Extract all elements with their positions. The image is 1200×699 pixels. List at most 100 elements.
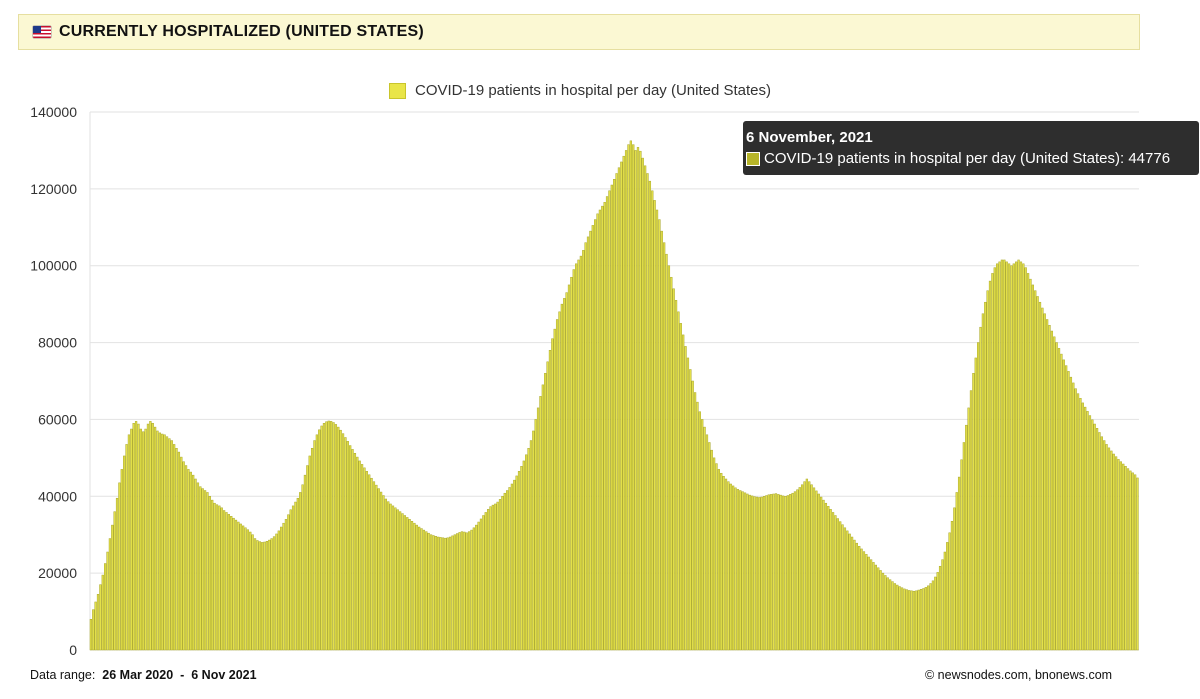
bar[interactable] xyxy=(903,588,906,651)
bar[interactable] xyxy=(850,536,854,651)
bar[interactable] xyxy=(836,518,839,651)
bar[interactable] xyxy=(372,481,376,651)
bar[interactable] xyxy=(596,213,599,651)
bar[interactable] xyxy=(239,523,242,651)
bar[interactable] xyxy=(1095,428,1099,651)
bar[interactable] xyxy=(222,510,226,651)
bar[interactable] xyxy=(812,487,816,651)
bar[interactable] xyxy=(437,536,440,651)
bar[interactable] xyxy=(770,494,773,651)
bar[interactable] xyxy=(867,556,870,651)
bar[interactable] xyxy=(1124,466,1127,651)
bar[interactable] xyxy=(629,140,632,651)
bar[interactable] xyxy=(337,426,340,651)
bar[interactable] xyxy=(539,396,542,651)
bar[interactable] xyxy=(394,507,397,651)
bar[interactable] xyxy=(230,516,233,651)
bar[interactable] xyxy=(196,482,200,651)
bar[interactable] xyxy=(517,471,521,651)
bar[interactable] xyxy=(491,504,495,651)
bar[interactable] xyxy=(510,483,514,651)
bar[interactable] xyxy=(589,230,592,651)
bar[interactable] xyxy=(722,476,725,651)
bar[interactable] xyxy=(1065,365,1068,651)
bar[interactable] xyxy=(413,522,416,651)
bar[interactable] xyxy=(584,242,587,651)
bar[interactable] xyxy=(960,459,963,651)
bar[interactable] xyxy=(746,493,749,651)
bar[interactable] xyxy=(1019,261,1023,651)
bar[interactable] xyxy=(900,587,904,651)
bar[interactable] xyxy=(94,601,97,651)
bar[interactable] xyxy=(1119,461,1122,651)
bar[interactable] xyxy=(879,570,882,651)
bar[interactable] xyxy=(330,421,333,651)
bar[interactable] xyxy=(263,541,266,651)
bar[interactable] xyxy=(192,474,195,651)
bar[interactable] xyxy=(358,460,361,651)
bar[interactable] xyxy=(489,506,492,651)
bar[interactable] xyxy=(444,537,447,651)
bar[interactable] xyxy=(1103,440,1106,651)
bar[interactable] xyxy=(1117,459,1120,651)
bar[interactable] xyxy=(270,538,273,651)
bar[interactable] xyxy=(261,542,264,651)
bar[interactable] xyxy=(927,585,930,651)
bar[interactable] xyxy=(287,514,290,651)
bar[interactable] xyxy=(163,434,166,651)
bar[interactable] xyxy=(389,503,392,651)
bar[interactable] xyxy=(798,487,801,651)
bar[interactable] xyxy=(453,534,456,651)
bar[interactable] xyxy=(772,493,775,651)
bar[interactable] xyxy=(567,284,571,651)
bar[interactable] xyxy=(789,494,792,651)
bar[interactable] xyxy=(739,490,742,651)
bar[interactable] xyxy=(558,311,561,651)
bar[interactable] xyxy=(682,334,685,651)
bar[interactable] xyxy=(689,369,692,651)
bar[interactable] xyxy=(710,449,713,651)
bar[interactable] xyxy=(534,419,537,651)
bar[interactable] xyxy=(313,440,316,651)
bar[interactable] xyxy=(520,466,523,651)
bar[interactable] xyxy=(527,448,530,651)
bar[interactable] xyxy=(1122,463,1125,651)
bar[interactable] xyxy=(299,492,302,651)
bar[interactable] xyxy=(448,536,452,651)
bar[interactable] xyxy=(441,537,445,651)
bar[interactable] xyxy=(636,147,640,651)
bar[interactable] xyxy=(99,584,102,651)
bar[interactable] xyxy=(506,490,509,651)
bar[interactable] xyxy=(1036,296,1039,651)
bar[interactable] xyxy=(898,586,901,651)
bar[interactable] xyxy=(227,514,230,651)
bar[interactable] xyxy=(938,565,942,651)
bar[interactable] xyxy=(731,485,735,651)
bar[interactable] xyxy=(310,448,314,651)
bar[interactable] xyxy=(544,373,547,651)
bar[interactable] xyxy=(758,497,761,651)
bar[interactable] xyxy=(617,167,621,651)
bar[interactable] xyxy=(674,300,678,651)
bar[interactable] xyxy=(663,242,666,651)
bar[interactable] xyxy=(184,465,188,651)
bar[interactable] xyxy=(800,484,804,651)
bar[interactable] xyxy=(1081,402,1084,651)
bar[interactable] xyxy=(130,428,133,651)
bar[interactable] xyxy=(741,491,744,651)
bar[interactable] xyxy=(1126,468,1130,651)
bar[interactable] xyxy=(536,407,540,651)
bar[interactable] xyxy=(862,551,866,651)
bar[interactable] xyxy=(724,478,728,651)
bar[interactable] xyxy=(736,489,740,651)
bar[interactable] xyxy=(308,455,311,651)
bar[interactable] xyxy=(429,534,433,651)
bar[interactable] xyxy=(888,579,892,651)
bar[interactable] xyxy=(803,481,806,651)
bar[interactable] xyxy=(667,265,671,651)
bar[interactable] xyxy=(677,311,680,651)
bar[interactable] xyxy=(213,502,216,651)
bar[interactable] xyxy=(282,522,285,651)
legend-label[interactable]: COVID-19 patients in hospital per day (U… xyxy=(414,82,771,99)
bar[interactable] xyxy=(594,219,597,651)
